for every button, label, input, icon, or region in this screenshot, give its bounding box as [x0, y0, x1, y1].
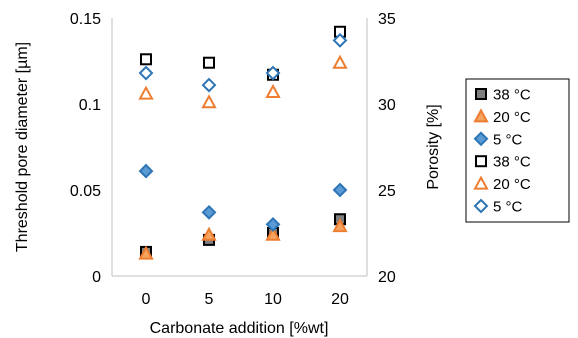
- data-point-triangle-filled: [332, 218, 348, 233]
- data-point-triangle-filled: [201, 226, 217, 241]
- x-tick-label: 10: [264, 291, 282, 308]
- right-y-tick-labels: 20 25 30 35: [378, 11, 396, 286]
- data-point-triangle-open: [138, 85, 154, 100]
- data-point-diamond-filled: [201, 204, 217, 220]
- data-point-triangle-open: [265, 83, 281, 98]
- right-y-tick-label: 30: [378, 97, 396, 114]
- legend-marker-triangle: [473, 108, 489, 123]
- right-y-tick-label: 35: [378, 11, 396, 28]
- left-y-tick-label: 0: [92, 269, 101, 286]
- legend-label: 20 °C: [493, 176, 531, 193]
- data-point-diamond-filled: [332, 182, 348, 198]
- data-point-diamond-open: [332, 32, 348, 48]
- legend-label: 38 °C: [493, 87, 531, 104]
- data-point-square-open: [203, 56, 215, 69]
- data-point-diamond-open: [265, 65, 281, 81]
- axes-frame: [111, 18, 368, 277]
- data-point-triangle-open: [332, 54, 348, 69]
- legend-items: 38 °C 20 °C 5 °C 38 °C 20 °C 5 °C: [473, 87, 531, 216]
- left-y-axis-label: Threshold pore diameter [µm]: [14, 42, 31, 252]
- x-tick-label: 5: [205, 291, 214, 308]
- right-y-tick-label: 25: [378, 183, 396, 200]
- right-y-tick-label: 20: [378, 269, 396, 286]
- x-tick-label: 0: [142, 291, 151, 308]
- legend-label: 5 °C: [493, 199, 523, 216]
- legend-marker-diamond: [473, 198, 489, 214]
- data-point-diamond-open: [201, 77, 217, 93]
- data-point-diamond-filled: [138, 163, 154, 179]
- data-point-triangle-open: [201, 94, 217, 109]
- legend-marker-triangle: [473, 175, 489, 190]
- legend-label: 20 °C: [493, 109, 531, 126]
- left-y-tick-label: 0.05: [70, 183, 101, 200]
- data-point-triangle-filled: [265, 226, 281, 241]
- x-tick-labels: 0 5 10 20: [142, 291, 349, 308]
- legend-label: 38 °C: [493, 154, 531, 171]
- data-point-diamond-open: [138, 65, 154, 81]
- left-y-tick-labels: 0 0.05 0.1 0.15: [70, 11, 101, 286]
- legend: 38 °C 20 °C 5 °C 38 °C 20 °C 5 °C: [465, 78, 570, 223]
- data-point-square-open: [140, 53, 152, 66]
- data-point-triangle-filled: [138, 245, 154, 260]
- left-y-tick-label: 0.15: [70, 11, 101, 28]
- left-y-tick-label: 0.1: [79, 97, 101, 114]
- x-tick-label: 20: [331, 291, 349, 308]
- legend-box: [465, 78, 570, 223]
- right-y-axis-label: Porosity [%]: [425, 104, 442, 189]
- legend-label: 5 °C: [493, 131, 523, 148]
- legend-marker-diamond: [473, 131, 489, 147]
- legend-marker-square: [475, 88, 487, 100]
- legend-marker-square: [475, 155, 487, 168]
- x-axis-label: Carbonate addition [%wt]: [150, 320, 329, 337]
- data-marks: [138, 25, 348, 260]
- data-point-diamond-filled: [265, 216, 281, 232]
